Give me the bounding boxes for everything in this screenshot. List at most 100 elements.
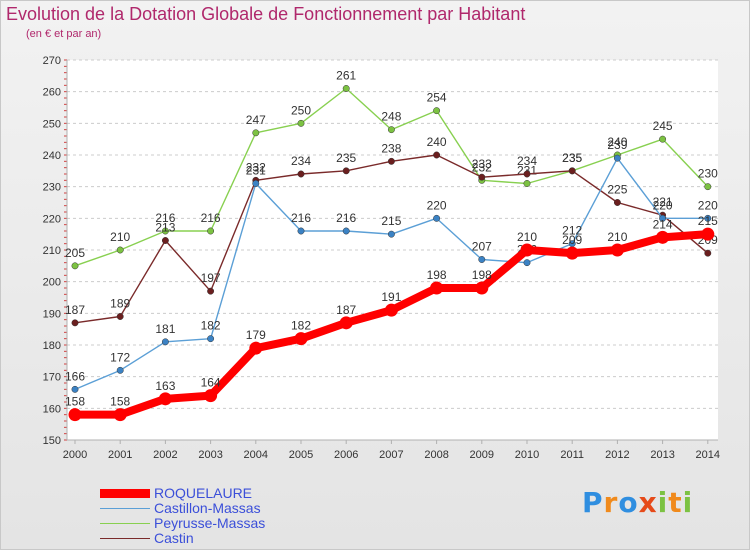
data-point — [520, 243, 534, 257]
data-label: 235 — [562, 151, 582, 165]
data-label: 210 — [607, 230, 627, 244]
data-point — [161, 237, 169, 244]
data-label: 231 — [246, 164, 266, 178]
legend-swatch-castin — [100, 538, 150, 539]
data-point — [568, 167, 576, 175]
data-label: 158 — [110, 395, 130, 409]
x-tick-label: 2002 — [153, 449, 177, 461]
data-point — [297, 170, 305, 178]
data-point — [387, 157, 395, 165]
y-tick-label: 180 — [43, 340, 61, 352]
data-point — [704, 249, 712, 257]
data-point — [252, 180, 260, 187]
data-label: 179 — [246, 328, 266, 342]
x-tick-label: 2013 — [650, 449, 674, 461]
data-label: 164 — [201, 376, 221, 390]
x-tick-label: 2010 — [515, 449, 539, 461]
legend-label-castillon-massas: Castillon-Massas — [154, 500, 261, 516]
logo-letter: t — [668, 486, 683, 519]
data-label: 209 — [562, 233, 582, 247]
y-tick-label: 200 — [43, 277, 61, 289]
data-point — [613, 154, 621, 162]
legend-item-castillon-massas: Castillon-Massas — [100, 501, 320, 516]
data-point — [475, 281, 489, 295]
data-label: 235 — [562, 151, 582, 165]
data-label: 212 — [562, 224, 582, 238]
legend-item-peyrusse-massas: Peyrusse-Massas — [100, 516, 320, 531]
data-label: 187 — [336, 303, 356, 317]
data-label: 187 — [65, 303, 85, 317]
data-label: 234 — [517, 154, 537, 168]
data-point — [478, 256, 486, 263]
x-tick-label: 2005 — [289, 449, 313, 461]
data-point — [433, 151, 441, 159]
data-label: 220 — [653, 198, 673, 212]
x-tick-label: 2009 — [470, 449, 494, 461]
x-tick-label: 2000 — [63, 449, 87, 461]
data-point — [161, 338, 169, 346]
x-tick-label: 2003 — [198, 449, 222, 461]
x-tick-label: 2004 — [244, 449, 268, 461]
data-point — [71, 262, 79, 270]
data-point — [565, 246, 579, 260]
data-point — [249, 341, 263, 355]
data-label: 254 — [427, 91, 447, 105]
data-point — [71, 385, 79, 393]
y-tick-label: 190 — [43, 308, 61, 320]
chart-title: Evolution de la Dotation Globale de Fonc… — [6, 4, 526, 24]
data-point — [113, 408, 127, 422]
data-label: 215 — [698, 214, 718, 228]
data-point — [297, 227, 305, 235]
data-point — [704, 183, 712, 191]
data-point — [204, 389, 218, 403]
data-point — [478, 173, 486, 181]
data-point — [387, 126, 395, 134]
data-label: 205 — [65, 246, 85, 260]
data-label: 163 — [155, 379, 175, 393]
y-tick-label: 250 — [43, 118, 61, 130]
data-point — [659, 135, 667, 143]
data-point — [294, 332, 308, 346]
legend-item-roquelaure: ROQUELAURE — [100, 486, 320, 501]
x-tick-label: 2011 — [560, 449, 584, 461]
y-tick-label: 240 — [43, 150, 61, 162]
data-label: 232 — [472, 160, 492, 174]
legend-swatch-peyrusse-massas — [100, 523, 150, 524]
data-label: 225 — [607, 183, 627, 197]
data-label: 234 — [291, 154, 311, 168]
data-point — [433, 107, 441, 115]
data-label: 158 — [65, 395, 85, 409]
legend-item-castin: Castin — [100, 531, 320, 546]
data-label: 181 — [155, 322, 175, 336]
data-point — [384, 303, 398, 317]
x-tick-label: 2001 — [108, 449, 132, 461]
data-label: 172 — [110, 350, 130, 364]
data-label: 238 — [381, 141, 401, 155]
data-point — [207, 287, 215, 295]
data-point — [656, 230, 670, 244]
data-label: 235 — [336, 151, 356, 165]
data-label: 250 — [291, 103, 311, 117]
data-label: 232 — [246, 160, 266, 174]
x-tick-label: 2006 — [334, 449, 358, 461]
data-label: 248 — [381, 110, 401, 124]
data-point — [68, 408, 82, 422]
y-tick-label: 260 — [43, 87, 61, 99]
data-point — [252, 129, 260, 137]
data-label: 216 — [291, 211, 311, 225]
proxiti-logo: Proxiti — [582, 486, 693, 519]
data-point — [116, 366, 124, 374]
data-point — [207, 227, 215, 235]
data-point — [523, 170, 531, 178]
logo-letter: i — [657, 486, 669, 519]
data-point — [523, 180, 531, 187]
legend-swatch-castillon-massas — [100, 508, 150, 509]
legend: ROQUELAURE Castillon-Massas Peyrusse-Mas… — [100, 486, 320, 546]
data-label: 198 — [472, 268, 492, 282]
data-label: 247 — [246, 113, 266, 127]
data-point — [207, 335, 215, 343]
data-label: 230 — [698, 167, 718, 181]
logo-letter: o — [618, 486, 639, 519]
legend-label-peyrusse-massas: Peyrusse-Massas — [154, 515, 266, 531]
